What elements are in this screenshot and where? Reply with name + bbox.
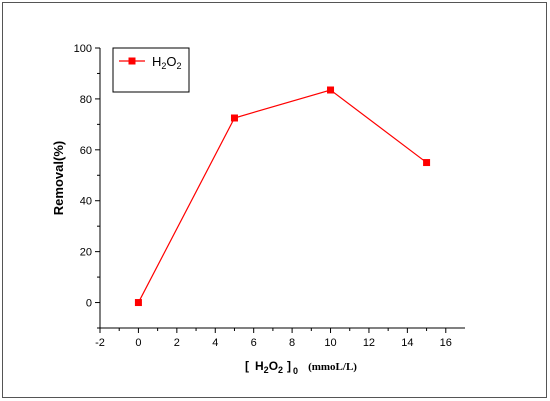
legend-marker [128,57,136,65]
legend-box [112,47,190,93]
x-tick-label: 14 [401,337,413,349]
data-point [423,159,431,167]
y-tick-label: 60 [80,145,92,157]
x-axis-title: [H2O2] 0 (mmoL/L) [245,359,357,376]
y-tick-label: 40 [80,196,92,208]
data-point [327,86,335,94]
x-tick-label: 16 [440,337,452,349]
x-tick-label: 12 [363,337,375,349]
x-tick-label: 6 [251,337,257,349]
x-tick-label: -2 [95,337,105,349]
y-tick-label: 20 [80,247,92,259]
series-group [134,86,431,307]
figure-frame [2,2,547,398]
data-point [134,299,142,307]
x-tick-label: 4 [212,337,218,349]
x-tick-label: 2 [174,337,180,349]
legend: H2O2 [112,47,190,93]
y-tick-label: 0 [86,298,92,310]
x-tick-label: 0 [135,337,141,349]
series-line [137,89,427,303]
y-axis-title: Removal(%) [51,141,66,215]
x-tick-label: 8 [289,337,295,349]
x-tick-label: 10 [324,337,336,349]
y-tick-label: 100 [74,43,92,55]
y-tick-label: 80 [80,94,92,106]
axes: 0 20 40 60 80 100 -2 0 2 4 6 8 10 12 14 16 [74,43,465,349]
data-point [230,114,238,122]
legend-label: H2O2 [152,54,182,71]
